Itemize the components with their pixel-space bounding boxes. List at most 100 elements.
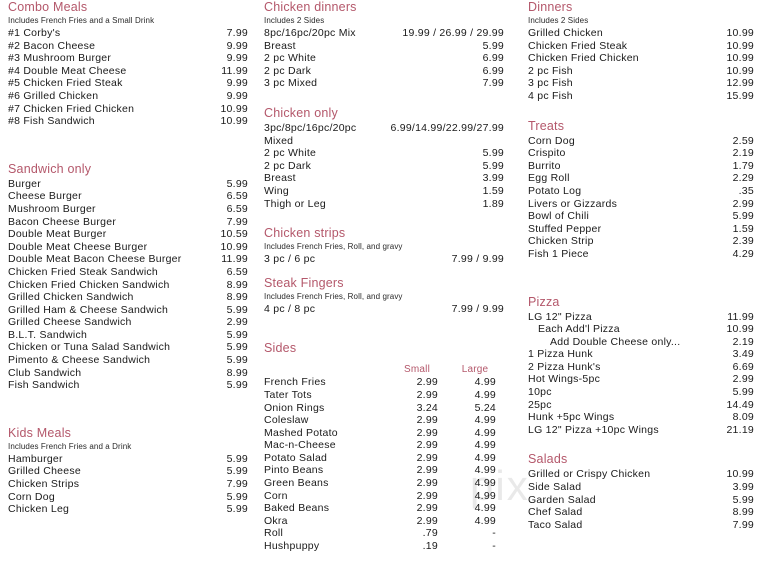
menu-item-price: 6.99 [482, 64, 504, 77]
menu-item-row: 2 pc Fish 10.99 [528, 65, 754, 78]
menu-item-row: Grilled Cheese 5.99 [8, 465, 248, 478]
menu-item-row: #1 Corby's 7.99 [8, 27, 248, 40]
section-subtitle: Includes 2 Sides [264, 16, 325, 25]
menu-item-name: Grilled Cheese [8, 465, 81, 478]
menu-item-price: 10.59 [220, 228, 248, 241]
menu-item-row: 2 Pizza Hunk's 6.69 [528, 361, 754, 374]
menu-item-row: Crispito 2.19 [528, 147, 754, 160]
menu-item-name: 3 pc Mixed [264, 77, 318, 90]
menu-item-name: Burger [8, 177, 42, 190]
menu-item-name: LG 12" Pizza [528, 310, 592, 323]
sides-item-name: Mashed Potato [264, 426, 338, 439]
sides-item-name: Tater Tots [264, 388, 312, 401]
menu-item-name: Chicken or Tuna Salad Sandwich [8, 341, 171, 354]
sides-item-row: Mac-n-Cheese 2.99 4.99 [264, 439, 504, 452]
menu-item-price: 8.09 [732, 411, 754, 424]
menu-item-row: 1 Pizza Hunk 3.49 [528, 348, 754, 361]
menu-item-price: 5.99 [226, 328, 248, 341]
sides-header-small: Small [403, 364, 430, 376]
menu-item-name: Grilled Chicken [528, 27, 603, 39]
sides-item-small-price: 2.99 [416, 477, 438, 490]
menu-item-name: Grilled or Crispy Chicken [528, 468, 651, 481]
menu-item-row: Double Meat Cheese Burger 10.99 [8, 241, 248, 254]
menu-item-name: Double Meat Cheese Burger [8, 240, 148, 253]
menu-section-sandwich-only: Sandwich only Burger 5.99 Cheese Burger 6.59… [8, 162, 248, 392]
menu-item-row: 2 pc Dark 6.99 [264, 65, 504, 78]
sides-item-large-price: 4.99 [474, 388, 496, 401]
menu-item-price: 2.99 [732, 197, 754, 210]
menu-item-row: Corn Dog 5.99 [8, 491, 248, 504]
menu-item-price: 9.99 [226, 89, 248, 102]
menu-item-price: 5.99 [482, 147, 504, 160]
sides-item-name: Baked Beans [264, 502, 330, 515]
menu-item-price: 2.19 [732, 147, 754, 160]
menu-item-row: Livers or Gizzards 2.99 [528, 198, 754, 211]
spacer [8, 392, 248, 426]
menu-item-name: Chicken Fried Chicken Sandwich [8, 278, 170, 291]
menu-section-combo-meals: Combo Meals Includes French Fries and a S… [8, 0, 248, 128]
sides-item-large-price: 5.24 [474, 401, 496, 414]
sides-item-small-price: 2.99 [416, 376, 438, 389]
menu-item-name: Corn Dog [528, 134, 575, 147]
menu-item-row: Thigh or Leg 1.89 [264, 198, 504, 211]
menu-item-row: Hamburger 5.99 [8, 453, 248, 466]
menu-item-name: Potato Log [528, 184, 582, 197]
menu-item-row: #3 Mushroom Burger 9.99 [8, 52, 248, 65]
menu-item-price: 5.99 [226, 354, 248, 367]
menu-item-row: Mushroom Burger 6.59 [8, 203, 248, 216]
menu-item-row: Bacon Cheese Burger 7.99 [8, 216, 248, 229]
menu-item-price: 1.89 [482, 197, 504, 210]
sides-item-large-price: 4.99 [474, 502, 496, 515]
menu-item-price: 5.99 [226, 465, 248, 478]
menu-item-name: Corn Dog [8, 490, 55, 503]
section-subtitle: Includes French Fries and a Drink [8, 441, 132, 451]
menu-item-name: Each Add'l Pizza [538, 323, 620, 336]
menu-item-name: Add Double Cheese only... [550, 335, 681, 348]
menu-item-name: Breast [264, 39, 296, 52]
spacer [264, 210, 504, 226]
section-heading: Chicken dinners [264, 0, 357, 14]
menu-item-name: Burrito [528, 159, 561, 172]
menu-section-steak-fingers: Steak Fingers Includes French Fries, Roll… [264, 276, 504, 316]
menu-item-name: 8pc/16pc/20pc Mix [264, 27, 356, 39]
menu-item-row: Club Sandwich 8.99 [8, 367, 248, 380]
menu-item-name: Garden Salad [528, 493, 596, 506]
menu-item-name: Pimento & Cheese Sandwich [8, 354, 151, 367]
menu-item-name: 4 pc / 8 pc [264, 302, 316, 315]
sides-item-small-price: 2.99 [416, 426, 438, 439]
menu-item-row: Hunk +5pc Wings 8.09 [528, 411, 754, 424]
menu-item-row: 2 pc White 5.99 [264, 147, 504, 160]
sides-item-row: Pinto Beans 2.99 4.99 [264, 464, 504, 477]
menu-item-name: Thigh or Leg [264, 197, 326, 210]
menu-item-row: 3 pc Fish 12.99 [528, 77, 754, 90]
spacer [528, 261, 754, 295]
menu-item-price: 6.59 [226, 265, 248, 278]
menu-item-row: Each Add'l Pizza 10.99 [528, 323, 754, 336]
menu-item-name: Bacon Cheese Burger [8, 215, 117, 228]
menu-item-row: Burger 5.99 [8, 178, 248, 191]
menu-item-name: 2 Pizza Hunk's [528, 360, 601, 373]
menu-item-name: Chicken Strips [8, 478, 80, 491]
menu-item-price: 9.99 [226, 77, 248, 90]
menu-section-kids-meals: Kids Meals Includes French Fries and a Dr… [8, 426, 248, 516]
menu-item-price: 5.99 [226, 503, 248, 516]
menu-item-name: Taco Salad [528, 518, 583, 531]
menu-item-row: Burrito 1.79 [528, 160, 754, 173]
menu-item-name: 2 pc Fish [528, 64, 573, 77]
menu-item-row: Fish 1 Piece 4.29 [528, 248, 754, 261]
menu-item-price: 11.99 [221, 253, 248, 266]
spacer [264, 266, 504, 276]
sides-item-large-price: 4.99 [474, 439, 496, 452]
menu-item-price: 2.99 [732, 373, 754, 386]
sides-item-small-price: 3.24 [416, 401, 438, 414]
section-subtitle: Includes 2 Sides [528, 16, 589, 25]
section-heading: Sides [264, 341, 297, 356]
menu-item-name: #3 Mushroom Burger [8, 52, 112, 65]
sides-header-large: Large [461, 364, 489, 376]
menu-column-middle: Chicken dinners Includes 2 Sides 8pc/16pc/… [264, 0, 504, 553]
menu-item-price: 10.99 [726, 468, 754, 481]
menu-item-name: Fish 1 Piece [528, 247, 589, 260]
menu-item-price: 5.99 [732, 493, 754, 506]
menu-section-treats: Treats Corn Dog 2.59 Crispito 2.19 Burrito 1.7… [528, 119, 754, 261]
section-heading: Dinners [528, 0, 573, 14]
